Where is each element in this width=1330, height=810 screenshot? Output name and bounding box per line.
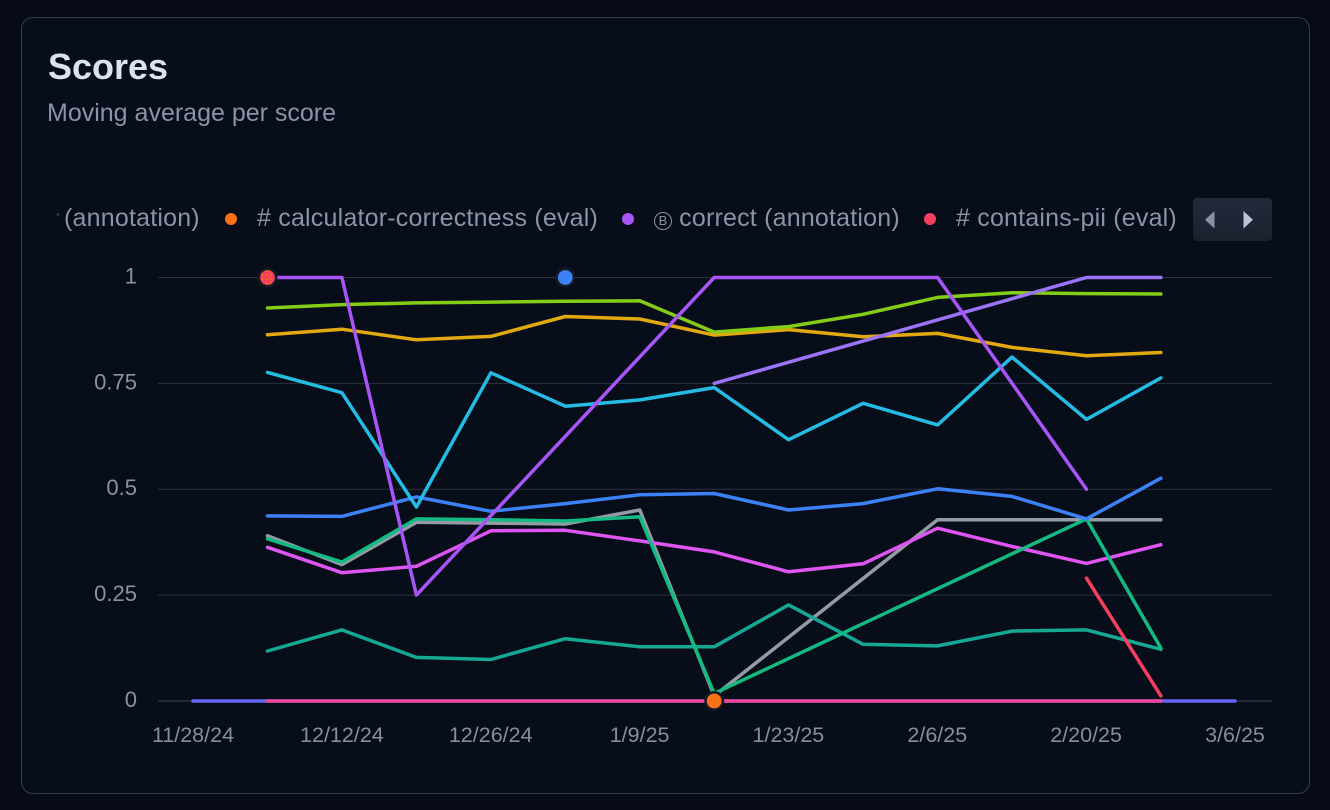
svg-text:0.75: 0.75	[94, 369, 137, 394]
svg-text:2/6/25: 2/6/25	[907, 723, 967, 747]
svg-text:12/12/24: 12/12/24	[300, 723, 384, 747]
svg-text:1: 1	[125, 264, 137, 289]
svg-text:2/20/25: 2/20/25	[1050, 723, 1122, 747]
svg-text:0: 0	[125, 687, 137, 712]
svg-text:0.25: 0.25	[94, 581, 137, 606]
svg-text:12/26/24: 12/26/24	[449, 723, 533, 747]
svg-text:1/23/25: 1/23/25	[753, 723, 825, 747]
svg-text:3/6/25: 3/6/25	[1205, 723, 1265, 747]
svg-text:1/9/25: 1/9/25	[610, 723, 670, 747]
svg-text:0.5: 0.5	[106, 475, 137, 500]
svg-text:11/28/24: 11/28/24	[152, 723, 234, 747]
